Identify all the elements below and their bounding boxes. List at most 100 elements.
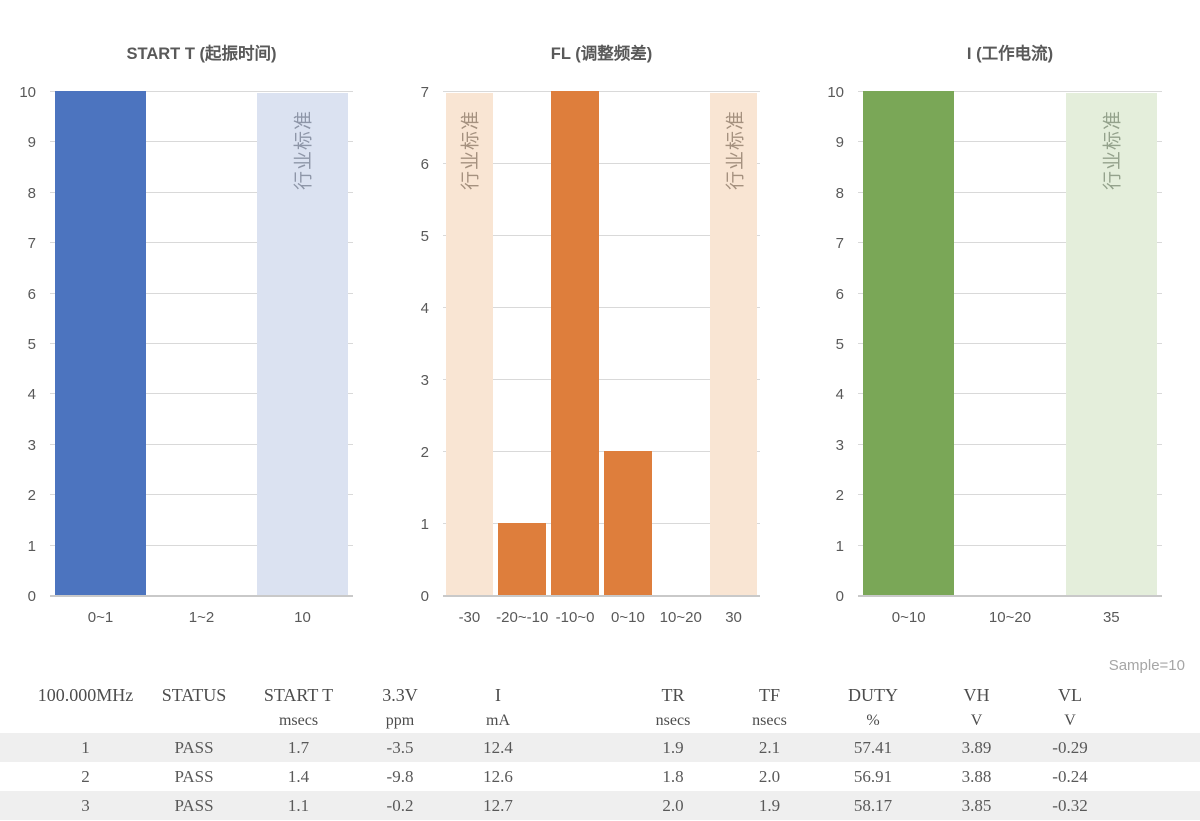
standard-band: 行业标准 xyxy=(1065,93,1157,595)
standard-band-label: 行业标准 xyxy=(293,109,315,191)
cell-r2-c10: -0.24 xyxy=(1052,767,1088,786)
y-tick-label: 10 xyxy=(827,84,844,101)
gridline xyxy=(858,91,1162,92)
gridline xyxy=(50,443,353,445)
gridline xyxy=(50,191,353,193)
y-tick-label: 2 xyxy=(27,487,36,505)
header-cell-100-000mhz: 100.000MHz xyxy=(30,681,141,733)
standard-band: 行业标准 xyxy=(709,93,758,595)
cell-r3-c4: -0.2 xyxy=(386,796,414,815)
y-tick-label: 4 xyxy=(835,386,844,404)
column-name: VH xyxy=(963,685,990,705)
gridline xyxy=(443,235,760,236)
cell-r3-c8: 58.17 xyxy=(853,796,893,815)
table-row: 3 PASS 1.1 -0.2 12.7 2.0 1.9 58.17 3.85 -0.32 xyxy=(0,791,1200,820)
cell-r2-c1: 2 xyxy=(81,767,90,786)
gridline xyxy=(858,393,1162,395)
column-unit: % xyxy=(866,712,880,729)
column-unit: nsecs xyxy=(752,712,787,729)
column-spacer xyxy=(546,791,625,820)
y-tick-label: 0 xyxy=(420,588,429,605)
column-name: TR xyxy=(661,685,685,705)
header-cell-duty: DUTY% xyxy=(818,681,928,733)
cell-r2-c8: 56.91 xyxy=(853,767,893,786)
column-unit: V xyxy=(1064,712,1076,729)
gridline xyxy=(50,393,353,395)
gridline xyxy=(858,494,1162,496)
cell-r1-c2: PASS xyxy=(174,738,214,757)
x-tick-label: -10~0 xyxy=(555,609,595,626)
y-tick-label: 4 xyxy=(27,386,36,404)
cell-r1-c6: 1.9 xyxy=(662,738,684,757)
column-unit xyxy=(141,709,247,733)
cell-r3-c5: 12.7 xyxy=(483,796,513,815)
column-unit: msecs xyxy=(278,712,319,729)
x-tick-label: -30 xyxy=(458,609,481,626)
cell-r2-c5: 12.6 xyxy=(483,767,513,786)
column-unit: ppm xyxy=(385,712,415,729)
column-spacer xyxy=(546,762,625,791)
cell-r3-c2: PASS xyxy=(174,796,214,815)
gridline xyxy=(443,163,760,164)
y-tick-label: 3 xyxy=(27,436,36,454)
cell-r1-c1: 1 xyxy=(81,738,90,757)
y-tick-label: 2 xyxy=(420,444,429,461)
column-name: DUTY xyxy=(848,685,898,705)
gridline xyxy=(858,443,1162,445)
column-name: 100.000MHz xyxy=(37,685,134,705)
column-unit: V xyxy=(970,712,983,729)
x-tick-label: 10~20 xyxy=(988,609,1032,626)
chart-i-plot: 行业标准 xyxy=(858,91,1162,597)
bar xyxy=(551,91,599,595)
gridline xyxy=(858,141,1162,143)
column-name: TF xyxy=(758,685,780,705)
gridline xyxy=(50,494,353,496)
y-tick-label: 1 xyxy=(27,537,36,555)
y-tick-label: 8 xyxy=(835,184,844,202)
x-tick-label: 0~10 xyxy=(611,609,645,626)
gridline xyxy=(858,191,1162,193)
y-tick-label: 4 xyxy=(420,300,429,317)
x-tick-label: -20~-10 xyxy=(496,609,549,626)
standard-band: 行业标准 xyxy=(257,93,348,595)
gridline xyxy=(443,523,760,524)
y-tick-label: 7 xyxy=(420,84,429,101)
header-cell-vh: VH V xyxy=(928,681,1025,733)
cell-r3-c3: 1.1 xyxy=(287,796,310,815)
cell-r3-c7: 1.9 xyxy=(758,796,781,815)
chart-fl-plot: 行业标准 行业标准 xyxy=(443,91,760,597)
cell-r3-c9: 3.85 xyxy=(961,796,992,815)
results-table-section: Sample=10 100.000MHz STATUS START T msecs 3.… xyxy=(0,655,1200,821)
x-tick-label: 35 xyxy=(1102,609,1120,626)
standard-band: 行业标准 xyxy=(445,93,494,595)
cell-r1-c3: 1.7 xyxy=(287,738,310,757)
cell-r1-c5: 12.4 xyxy=(483,738,513,757)
column-unit xyxy=(30,709,141,733)
table-row: 2 PASS 1.4 -9.8 12.6 1.8 2.0 56.91 3.88 -0.24 xyxy=(0,762,1200,791)
y-tick-label: 10 xyxy=(19,84,36,101)
y-tick-label: 1 xyxy=(835,537,844,555)
cell-r2-c3: 1.4 xyxy=(287,767,310,786)
cell-r3-c1: 3 xyxy=(81,796,90,815)
column-name: VL xyxy=(1058,685,1082,705)
gridline xyxy=(858,292,1162,294)
column-name: STATUS xyxy=(161,685,227,705)
cell-r1-c4: -3.5 xyxy=(386,738,414,757)
gridline xyxy=(50,292,353,294)
y-tick-label: 3 xyxy=(420,372,429,389)
gridline xyxy=(50,141,353,143)
chart-start-t: START T (起振时间) 行业标准 0 1 2 3 4 5 6 7 8 9 10 0~1 1~2 10 xyxy=(0,0,400,650)
column-unit: mA xyxy=(486,712,510,729)
bar xyxy=(863,91,955,595)
chart-start-t-plot: 行业标准 xyxy=(50,91,353,597)
chart-fl: FL (调整频差) 行业标准 行业标准 0 1 2 3 4 5 6 7 -30 -20~-10 -10… xyxy=(400,0,800,650)
gridline xyxy=(858,343,1162,344)
bar xyxy=(55,91,146,595)
gridline xyxy=(443,379,760,380)
sample-count-label: Sample=10 xyxy=(1108,657,1185,674)
y-tick-label: 0 xyxy=(835,588,844,605)
chart-i-title: I (工作电流) xyxy=(966,45,1054,63)
bar xyxy=(498,523,547,595)
y-tick-label: 3 xyxy=(835,436,844,454)
